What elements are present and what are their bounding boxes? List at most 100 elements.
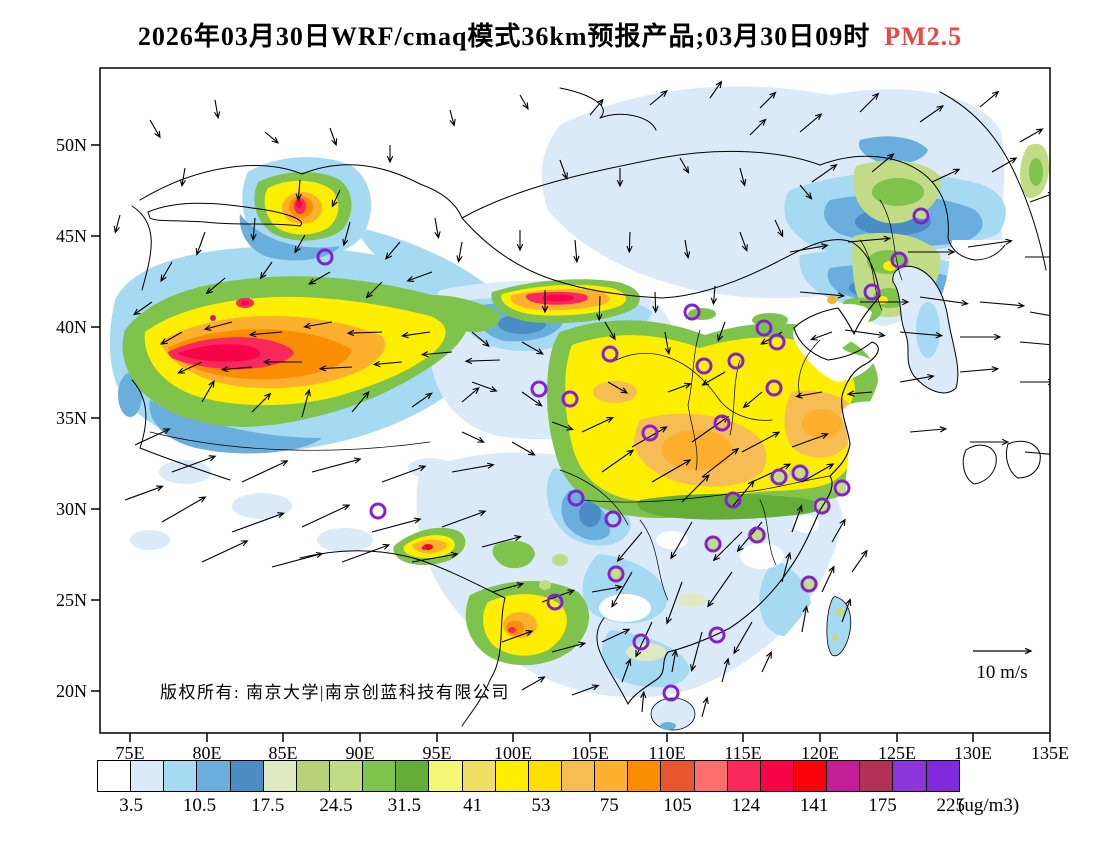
wind-arrow — [801, 605, 809, 633]
colorbar-units: (ug/m3) — [958, 795, 1020, 816]
wind-arrow — [195, 231, 206, 256]
wind-arrow — [759, 91, 777, 109]
contour-region — [660, 722, 676, 730]
wind-arrow — [295, 179, 302, 202]
wind-arrow — [671, 649, 678, 673]
wind-arrow — [908, 248, 956, 256]
lon-label: 120E — [801, 743, 839, 763]
wind-arrow — [611, 571, 633, 608]
station-marker — [813, 497, 831, 515]
wind-arrow — [559, 159, 568, 181]
wind-arrow — [664, 331, 671, 355]
wind-arrow — [519, 94, 529, 111]
station-marker — [316, 248, 334, 266]
lon-label: 110E — [648, 743, 685, 763]
wind-arrow — [303, 321, 333, 329]
station-marker — [755, 319, 773, 337]
coastline-china — [627, 295, 881, 705]
wind-arrow — [231, 512, 285, 533]
lon-label: 95E — [423, 743, 452, 763]
contour-region — [1029, 158, 1043, 186]
station-marker — [912, 207, 930, 225]
wind-arrow — [795, 391, 823, 399]
contour-region — [802, 409, 842, 439]
wind-arrow — [381, 465, 427, 483]
province-boundary — [559, 469, 629, 526]
colorbar-cell — [892, 760, 927, 792]
wind-arrow — [329, 127, 338, 147]
colorbar-cell — [693, 760, 728, 792]
province-boundary — [611, 353, 773, 421]
contour-region — [650, 697, 696, 731]
colorbar-cell — [262, 760, 297, 792]
station-marker — [863, 283, 881, 301]
wind-arrow — [721, 657, 730, 683]
wind-arrow — [733, 621, 753, 655]
lon-label: 90E — [346, 743, 375, 763]
wind-arrow — [521, 676, 546, 691]
wind-arrow — [690, 631, 703, 672]
station-marker — [890, 251, 908, 269]
wind-arrow — [811, 164, 838, 183]
contour-region — [552, 554, 568, 566]
station-marker — [713, 414, 731, 432]
lat-label: 45N — [56, 226, 87, 246]
station-marker — [561, 390, 579, 408]
contour-region — [827, 296, 837, 304]
wind-arrow — [851, 549, 868, 573]
wind-arrow — [931, 168, 961, 183]
station-marker — [727, 352, 745, 370]
wind-arrow — [1024, 451, 1050, 455]
colorbar-cell — [97, 760, 132, 792]
station-marker — [800, 575, 818, 593]
wind-arrow — [385, 241, 401, 260]
station-marker — [567, 489, 585, 507]
wind-arrow — [400, 331, 431, 339]
lon-label: 100E — [494, 743, 532, 763]
station-marker — [683, 303, 701, 321]
wind-arrow — [308, 271, 331, 285]
map-frame — [99, 67, 1051, 734]
lon-label: 115E — [724, 743, 761, 763]
border-northwest — [131, 164, 881, 299]
wind-arrow — [681, 474, 710, 503]
wind-arrow — [684, 239, 691, 260]
station-marker — [770, 468, 788, 486]
wind-arrow — [841, 598, 852, 623]
colorbar-tick-label: 124 — [731, 795, 761, 816]
wind-arrow — [521, 341, 544, 355]
wind-arrow — [847, 235, 892, 243]
colorbar-tick-label: 225 — [936, 795, 966, 816]
wind-arrow — [709, 80, 723, 99]
wind-arrow — [899, 331, 944, 339]
wind-arrow — [616, 168, 624, 188]
lon-label: 135E — [1031, 743, 1069, 763]
station-marker — [601, 345, 619, 363]
province-boundary — [639, 519, 669, 601]
wind-arrow — [113, 214, 121, 234]
contour-region — [178, 344, 261, 362]
contour-region — [159, 460, 211, 484]
wind-arrow — [979, 301, 1026, 309]
wind-arrow — [789, 243, 829, 253]
lon-label: 125E — [878, 743, 916, 763]
wind-arrow — [271, 551, 324, 568]
contour-region — [1005, 440, 1041, 479]
border-south-tibet — [299, 550, 506, 727]
wind-arrow — [541, 290, 549, 314]
wind-arrow — [739, 231, 748, 253]
wind-arrow — [461, 387, 480, 403]
station-marker — [604, 510, 622, 528]
contour-region — [149, 400, 322, 454]
wind-arrow — [205, 277, 226, 295]
wind-arrow — [781, 551, 792, 583]
colorbar-cell — [295, 760, 330, 792]
title-pollutant-label: PM2.5 — [884, 22, 963, 51]
wind-arrow — [871, 153, 895, 173]
station-marker — [708, 626, 726, 644]
contour-region — [241, 300, 249, 306]
colorbar-cell — [859, 760, 894, 792]
province-boundary — [859, 199, 903, 311]
wind-arrow — [774, 219, 784, 238]
